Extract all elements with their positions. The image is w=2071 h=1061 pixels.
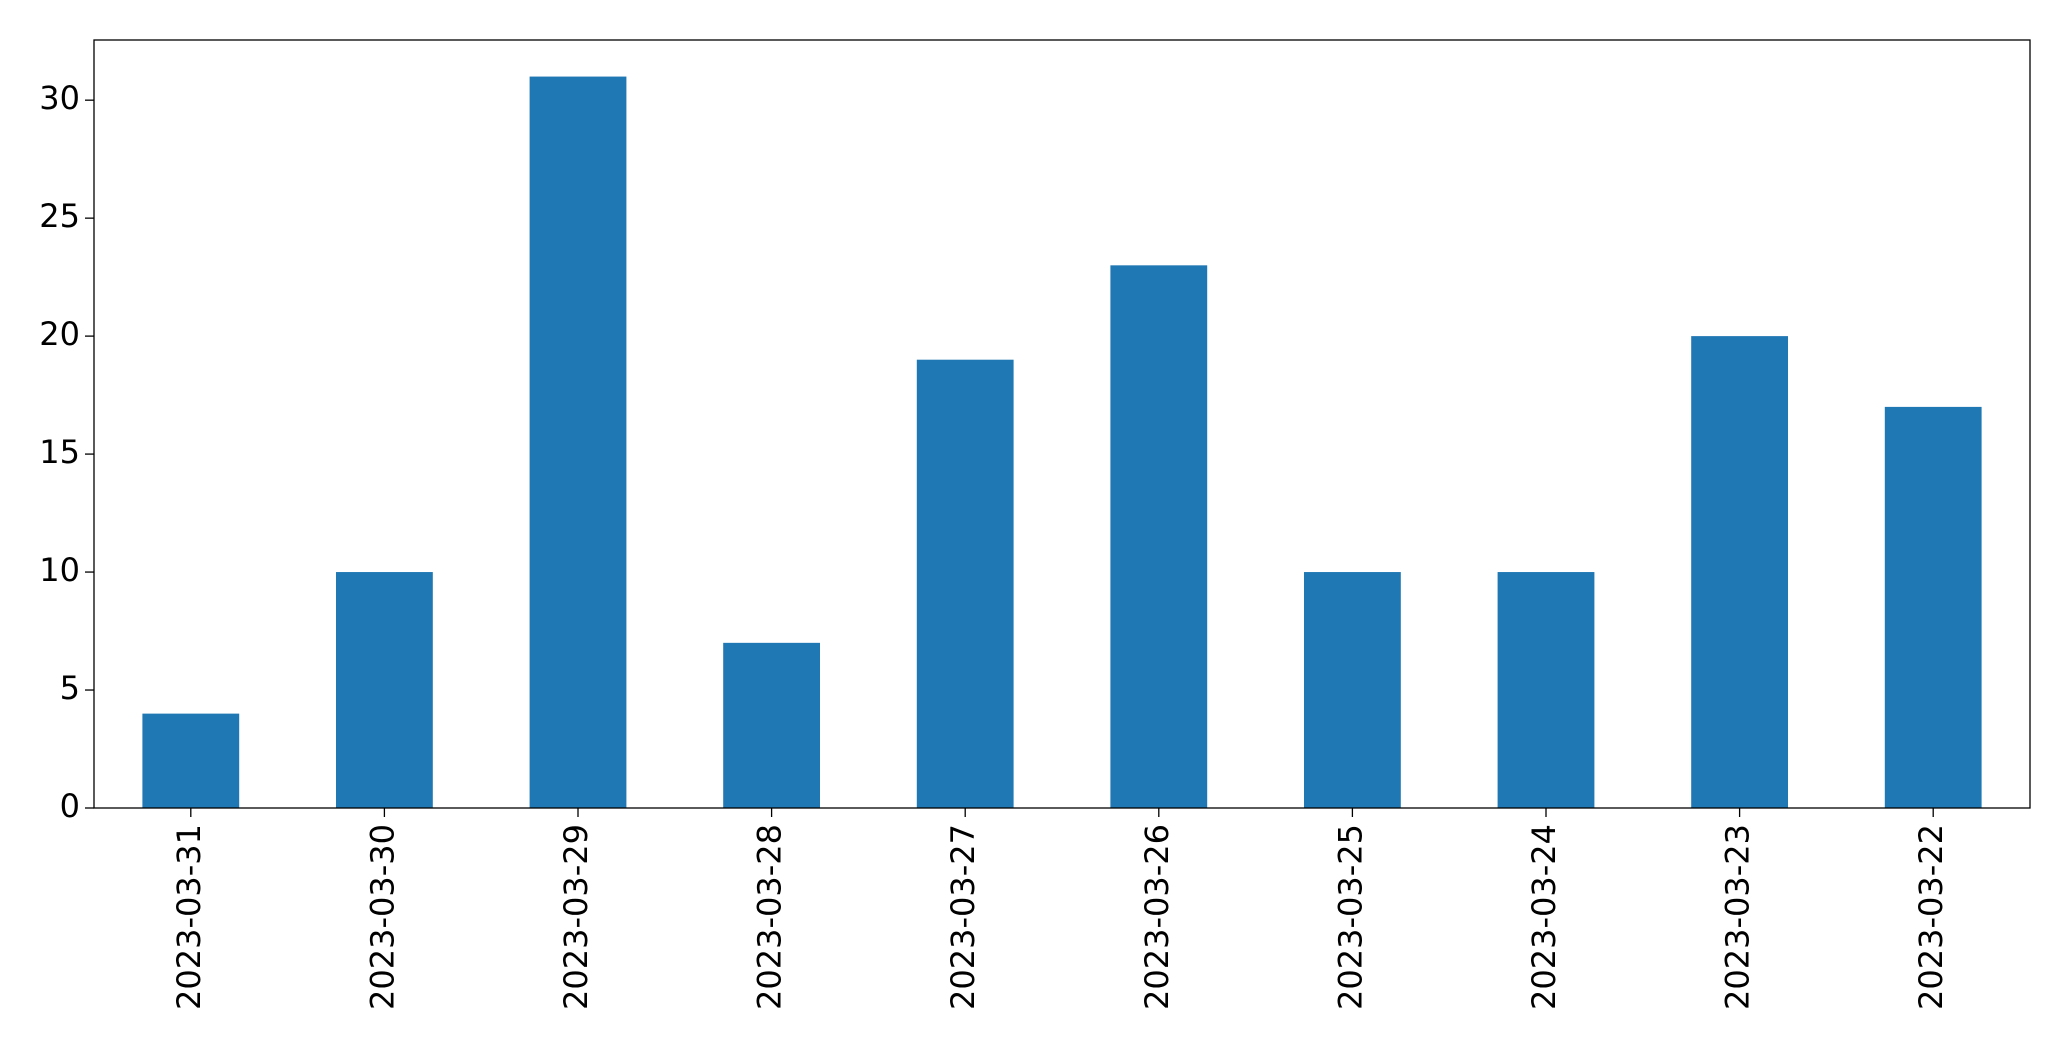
x-tick-label: 2023-03-29 (557, 824, 595, 1010)
y-tick-label: 5 (60, 669, 80, 707)
x-tick-label: 2023-03-26 (1138, 824, 1176, 1010)
y-tick-label: 10 (39, 551, 80, 589)
x-tick-label: 2023-03-27 (944, 824, 982, 1010)
y-tick-label: 30 (39, 79, 80, 117)
x-tick-label: 2023-03-28 (751, 824, 789, 1010)
x-tick-label: 2023-03-30 (363, 824, 401, 1010)
bar (1110, 265, 1208, 809)
x-tick-label: 2023-03-24 (1525, 824, 1563, 1010)
y-tick-label: 20 (39, 315, 80, 353)
y-tick-label: 25 (39, 197, 80, 235)
x-tick-label: 2023-03-31 (170, 824, 208, 1010)
bar (529, 76, 627, 809)
bar (142, 713, 240, 808)
bar (336, 572, 433, 808)
y-tick-label: 15 (39, 433, 80, 471)
x-tick-label: 2023-03-22 (1912, 824, 1950, 1010)
plot-frame (93, 39, 2031, 809)
x-tick-label: 2023-03-25 (1331, 824, 1369, 1010)
bar (916, 359, 1014, 808)
bar (1497, 572, 1595, 808)
y-tick-label: 0 (60, 787, 80, 825)
bar (1691, 336, 1788, 808)
x-tick-label: 2023-03-23 (1719, 824, 1757, 1010)
bar (1304, 572, 1401, 808)
bar (1884, 406, 1982, 808)
bar (723, 642, 820, 808)
